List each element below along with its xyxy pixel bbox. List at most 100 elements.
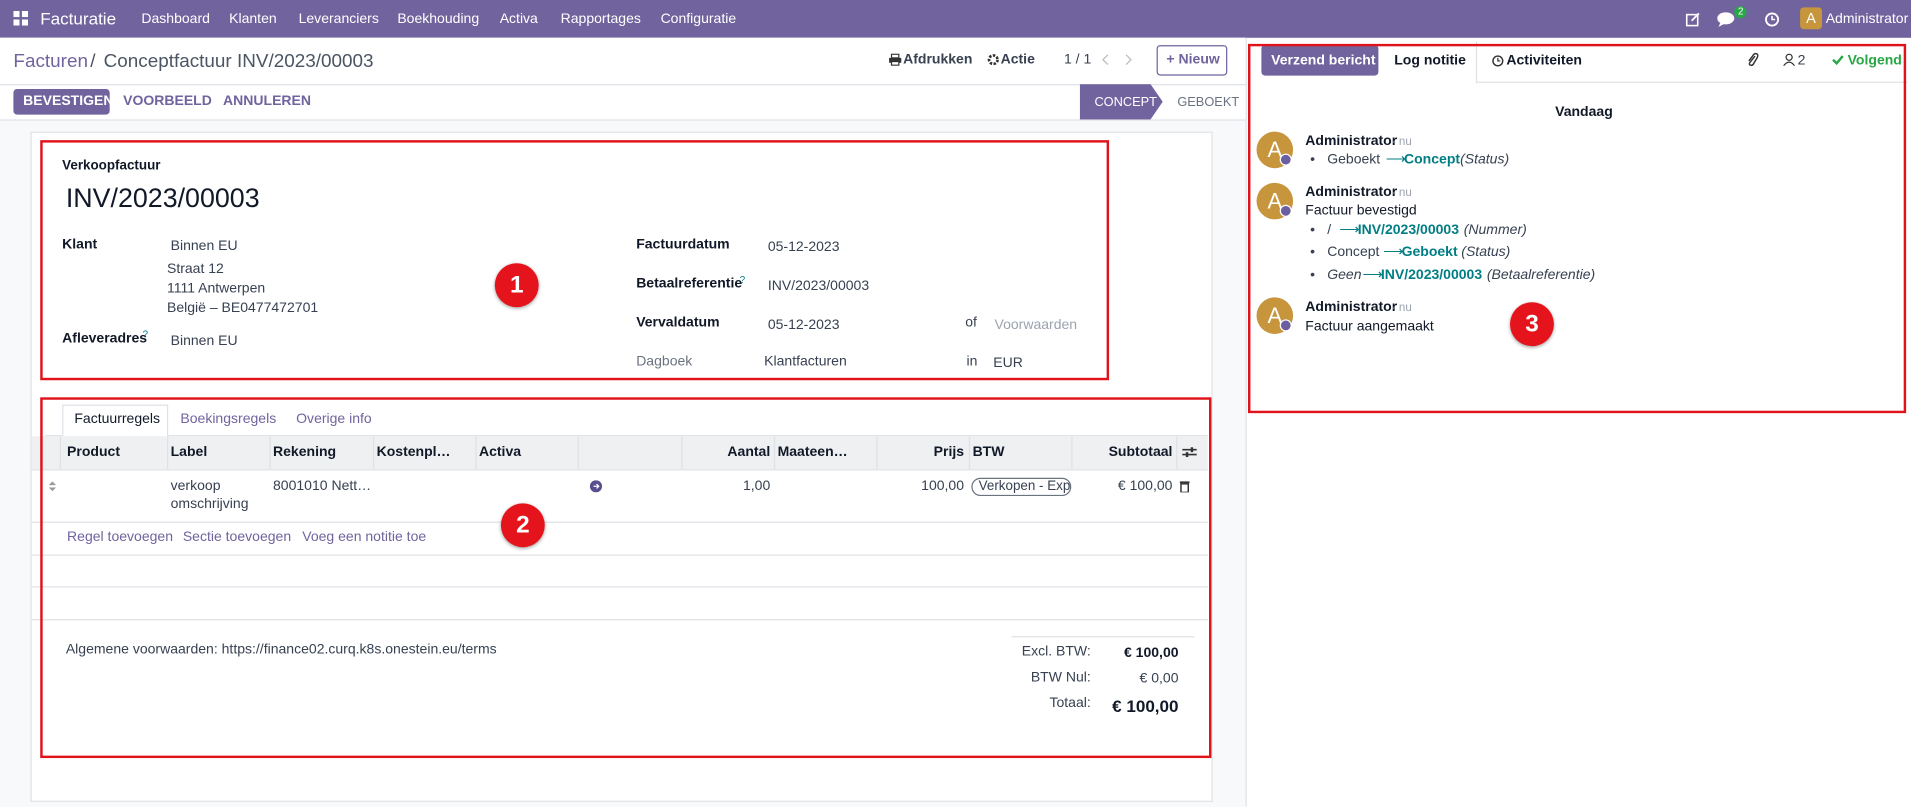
field-label: Dagboek xyxy=(636,354,693,370)
menu-item[interactable]: Dashboard xyxy=(141,12,210,27)
sep xyxy=(1475,81,1908,83)
column-header[interactable]: Kostenpl… xyxy=(376,444,451,460)
new-label[interactable]: Nieuw xyxy=(1178,52,1220,68)
breadcrumb[interactable]: Facturen xyxy=(13,51,88,72)
col-sep xyxy=(968,436,971,470)
column-header[interactable]: Prijs xyxy=(933,444,965,460)
cell: € 100,00 xyxy=(1117,478,1173,494)
column-settings[interactable] xyxy=(1182,446,1197,458)
chat-icon[interactable] xyxy=(1717,12,1735,27)
apps-icon[interactable] xyxy=(13,10,29,26)
col-sep xyxy=(269,436,271,470)
total-label: Totaal: xyxy=(1049,695,1091,711)
help-icon[interactable]: ? xyxy=(739,274,746,286)
add-section[interactable]: Sectie toevoegen xyxy=(182,530,292,545)
col-sep xyxy=(372,436,375,470)
gear-icon xyxy=(987,54,999,66)
column-header[interactable]: Subtotaal xyxy=(1108,444,1173,460)
followers-count[interactable]: 2 xyxy=(1797,53,1806,69)
tab[interactable]: Boekingsregels xyxy=(180,411,277,427)
status-current xyxy=(1079,84,1163,120)
user-name[interactable]: Administrator xyxy=(1825,12,1909,27)
cell[interactable]: verkoop xyxy=(170,478,221,494)
attachment-icon[interactable] xyxy=(1746,52,1759,67)
field-value[interactable]: 05-12-2023 xyxy=(767,240,840,255)
total-value: € 0,00 xyxy=(1139,671,1179,687)
log-button[interactable]: Log notitie xyxy=(1394,53,1466,69)
arrow: ⟶ xyxy=(1339,223,1360,238)
delete-icon[interactable] xyxy=(1179,480,1190,493)
menu-item[interactable]: Activa xyxy=(499,12,538,27)
message-body: Factuur aangemaakt xyxy=(1305,319,1434,334)
tab-active[interactable] xyxy=(62,404,169,437)
tab[interactable]: Factuurregels xyxy=(74,411,161,427)
menu-item[interactable]: Klanten xyxy=(229,12,277,27)
asset-icon[interactable] xyxy=(589,480,603,493)
send-button[interactable] xyxy=(1261,45,1379,76)
activities-button[interactable]: Activiteiten xyxy=(1506,53,1582,69)
field-value[interactable]: INV/2023/00003 xyxy=(767,279,870,294)
field-label: Betaalreferentie xyxy=(636,276,743,292)
tab[interactable]: Overige info xyxy=(296,411,372,427)
column-header[interactable]: Aantal xyxy=(727,444,771,460)
author[interactable]: Administrator xyxy=(1305,299,1398,315)
field-value[interactable]: Binnen EU xyxy=(170,238,238,254)
followers-icon[interactable] xyxy=(1783,53,1796,66)
confirm-label[interactable]: BEVESTIGEN xyxy=(23,93,114,109)
control-panel xyxy=(0,37,1246,120)
row-line xyxy=(31,554,1208,556)
divider xyxy=(0,119,1246,121)
cell[interactable]: 8001010 Nett… xyxy=(273,478,372,494)
add-note[interactable]: Voeg een notitie toe xyxy=(302,530,427,545)
chatter-border xyxy=(1245,37,1247,807)
app-name[interactable]: Facturatie xyxy=(40,8,117,29)
menu-item[interactable]: Configuratie xyxy=(660,12,737,27)
drag-handle[interactable] xyxy=(48,480,57,492)
help-icon[interactable]: ? xyxy=(142,329,149,341)
status-stage: CONCEPT xyxy=(1094,95,1158,110)
cell[interactable]: omschrijving xyxy=(170,497,249,512)
status-dot xyxy=(1279,204,1292,217)
column-header[interactable]: Product xyxy=(67,444,120,460)
column-header[interactable]: Maateen… xyxy=(777,444,848,460)
author[interactable]: Administrator xyxy=(1305,134,1398,149)
invoice-number: INV/2023/00003 xyxy=(65,182,260,214)
column-header[interactable]: Activa xyxy=(478,444,522,460)
column-header[interactable]: Label xyxy=(170,444,208,460)
user-avatar[interactable]: A xyxy=(1800,7,1823,30)
menu-item[interactable]: Boekhouding xyxy=(397,12,480,27)
address-line: Straat 12 xyxy=(166,262,224,277)
arrow: ⟶ xyxy=(1362,268,1383,283)
menu-item[interactable]: Leveranciers xyxy=(298,12,379,27)
edit-icon[interactable] xyxy=(1685,12,1701,27)
add-line[interactable]: Regel toevoegen xyxy=(67,530,174,545)
clock-icon[interactable] xyxy=(1765,12,1780,27)
send-label[interactable]: Verzend bericht xyxy=(1271,53,1376,69)
follow-button[interactable]: Volgend xyxy=(1847,53,1902,69)
confirm-button[interactable] xyxy=(13,88,110,115)
status-stage[interactable]: GEBOEKT xyxy=(1177,95,1240,110)
field-value[interactable]: 05-12-2023 xyxy=(767,318,840,333)
cancel-button[interactable]: ANNULEREN xyxy=(223,93,312,109)
field-value[interactable]: Voorwaarden xyxy=(994,318,1078,333)
print-button[interactable]: Afdrukken xyxy=(903,52,973,68)
tax-tag[interactable]: Verkopen - Expor xyxy=(971,477,1072,497)
column-header[interactable]: Rekening xyxy=(273,444,337,460)
cell[interactable]: 1,00 xyxy=(742,478,771,494)
bullet: • xyxy=(1310,223,1316,238)
action-button[interactable]: Actie xyxy=(1000,52,1035,68)
author[interactable]: Administrator xyxy=(1305,185,1398,200)
menu-item[interactable]: Rapportages xyxy=(560,12,641,27)
column-header[interactable]: BTW xyxy=(972,444,1005,460)
preview-button[interactable]: VOORBEELD xyxy=(123,93,212,109)
field-label: Klant xyxy=(62,237,98,253)
pager-arrows[interactable] xyxy=(1102,54,1136,66)
field-value[interactable]: Binnen EU xyxy=(170,333,238,349)
new-button[interactable] xyxy=(1156,45,1228,76)
old-value: Geen xyxy=(1327,268,1362,283)
breadcrumb-current: Conceptfactuur INV/2023/00003 xyxy=(103,51,374,72)
col-sep xyxy=(876,436,878,470)
cell[interactable]: 100,00 xyxy=(921,478,965,494)
